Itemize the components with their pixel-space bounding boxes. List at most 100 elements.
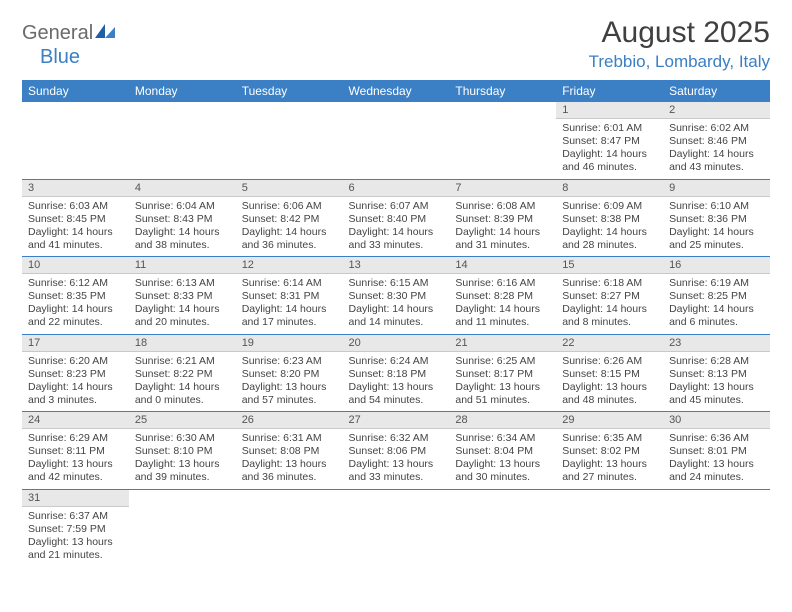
weekday-header: Monday xyxy=(129,80,236,102)
day-details: Sunrise: 6:02 AMSunset: 8:46 PMDaylight:… xyxy=(663,119,770,179)
sunrise-text: Sunrise: 6:08 AM xyxy=(455,200,550,213)
brand-logo: General xyxy=(22,22,117,45)
day-details: Sunrise: 6:01 AMSunset: 8:47 PMDaylight:… xyxy=(556,119,663,179)
day-number: 13 xyxy=(343,257,450,274)
calendar-day-cell: 23Sunrise: 6:28 AMSunset: 8:13 PMDayligh… xyxy=(663,334,770,412)
sunset-text: Sunset: 8:46 PM xyxy=(669,135,764,148)
day-number: 21 xyxy=(449,335,556,352)
sunrise-text: Sunrise: 6:14 AM xyxy=(242,277,337,290)
day-details: Sunrise: 6:34 AMSunset: 8:04 PMDaylight:… xyxy=(449,429,556,489)
sunrise-text: Sunrise: 6:16 AM xyxy=(455,277,550,290)
sunset-text: Sunset: 7:59 PM xyxy=(28,523,123,536)
calendar-empty-cell xyxy=(236,102,343,179)
sunrise-text: Sunrise: 6:34 AM xyxy=(455,432,550,445)
calendar-day-cell: 28Sunrise: 6:34 AMSunset: 8:04 PMDayligh… xyxy=(449,412,556,490)
calendar-day-cell: 6Sunrise: 6:07 AMSunset: 8:40 PMDaylight… xyxy=(343,179,450,257)
sunrise-text: Sunrise: 6:03 AM xyxy=(28,200,123,213)
location-subtitle: Trebbio, Lombardy, Italy xyxy=(589,52,770,72)
day-number: 15 xyxy=(556,257,663,274)
calendar-day-cell: 11Sunrise: 6:13 AMSunset: 8:33 PMDayligh… xyxy=(129,257,236,335)
sunrise-text: Sunrise: 6:12 AM xyxy=(28,277,123,290)
sunrise-text: Sunrise: 6:25 AM xyxy=(455,355,550,368)
sunset-text: Sunset: 8:25 PM xyxy=(669,290,764,303)
calendar-week-row: 1Sunrise: 6:01 AMSunset: 8:47 PMDaylight… xyxy=(22,102,770,179)
day-number: 26 xyxy=(236,412,343,429)
calendar-body: 1Sunrise: 6:01 AMSunset: 8:47 PMDaylight… xyxy=(22,102,770,566)
sunset-text: Sunset: 8:45 PM xyxy=(28,213,123,226)
sunrise-text: Sunrise: 6:13 AM xyxy=(135,277,230,290)
sunset-text: Sunset: 8:23 PM xyxy=(28,368,123,381)
sunrise-text: Sunrise: 6:10 AM xyxy=(669,200,764,213)
sunrise-text: Sunrise: 6:36 AM xyxy=(669,432,764,445)
sunset-text: Sunset: 8:08 PM xyxy=(242,445,337,458)
calendar-empty-cell xyxy=(449,102,556,179)
daylight-text: Daylight: 13 hours and 51 minutes. xyxy=(455,381,550,407)
sunset-text: Sunset: 8:20 PM xyxy=(242,368,337,381)
sunset-text: Sunset: 8:39 PM xyxy=(455,213,550,226)
calendar-day-cell: 8Sunrise: 6:09 AMSunset: 8:38 PMDaylight… xyxy=(556,179,663,257)
day-number: 24 xyxy=(22,412,129,429)
sunrise-text: Sunrise: 6:28 AM xyxy=(669,355,764,368)
daylight-text: Daylight: 14 hours and 25 minutes. xyxy=(669,226,764,252)
calendar-empty-cell xyxy=(129,102,236,179)
daylight-text: Daylight: 13 hours and 21 minutes. xyxy=(28,536,123,562)
day-number: 6 xyxy=(343,180,450,197)
sunset-text: Sunset: 8:31 PM xyxy=(242,290,337,303)
day-number: 2 xyxy=(663,102,770,119)
daylight-text: Daylight: 14 hours and 20 minutes. xyxy=(135,303,230,329)
calendar-day-cell: 17Sunrise: 6:20 AMSunset: 8:23 PMDayligh… xyxy=(22,334,129,412)
calendar-empty-cell xyxy=(663,489,770,566)
day-details: Sunrise: 6:29 AMSunset: 8:11 PMDaylight:… xyxy=(22,429,129,489)
sunset-text: Sunset: 8:28 PM xyxy=(455,290,550,303)
weekday-header: Thursday xyxy=(449,80,556,102)
calendar-day-cell: 2Sunrise: 6:02 AMSunset: 8:46 PMDaylight… xyxy=(663,102,770,179)
weekday-header: Friday xyxy=(556,80,663,102)
daylight-text: Daylight: 14 hours and 43 minutes. xyxy=(669,148,764,174)
daylight-text: Daylight: 14 hours and 36 minutes. xyxy=(242,226,337,252)
day-details: Sunrise: 6:32 AMSunset: 8:06 PMDaylight:… xyxy=(343,429,450,489)
day-number: 14 xyxy=(449,257,556,274)
calendar-day-cell: 18Sunrise: 6:21 AMSunset: 8:22 PMDayligh… xyxy=(129,334,236,412)
daylight-text: Daylight: 13 hours and 48 minutes. xyxy=(562,381,657,407)
day-details: Sunrise: 6:15 AMSunset: 8:30 PMDaylight:… xyxy=(343,274,450,334)
calendar-week-row: 24Sunrise: 6:29 AMSunset: 8:11 PMDayligh… xyxy=(22,412,770,490)
sunset-text: Sunset: 8:40 PM xyxy=(349,213,444,226)
daylight-text: Daylight: 14 hours and 17 minutes. xyxy=(242,303,337,329)
day-number: 1 xyxy=(556,102,663,119)
daylight-text: Daylight: 14 hours and 6 minutes. xyxy=(669,303,764,329)
calendar-week-row: 31Sunrise: 6:37 AMSunset: 7:59 PMDayligh… xyxy=(22,489,770,566)
calendar-day-cell: 29Sunrise: 6:35 AMSunset: 8:02 PMDayligh… xyxy=(556,412,663,490)
calendar-day-cell: 12Sunrise: 6:14 AMSunset: 8:31 PMDayligh… xyxy=(236,257,343,335)
daylight-text: Daylight: 13 hours and 30 minutes. xyxy=(455,458,550,484)
weekday-header: Sunday xyxy=(22,80,129,102)
day-details: Sunrise: 6:31 AMSunset: 8:08 PMDaylight:… xyxy=(236,429,343,489)
calendar-day-cell: 30Sunrise: 6:36 AMSunset: 8:01 PMDayligh… xyxy=(663,412,770,490)
daylight-text: Daylight: 13 hours and 24 minutes. xyxy=(669,458,764,484)
day-details: Sunrise: 6:36 AMSunset: 8:01 PMDaylight:… xyxy=(663,429,770,489)
calendar-day-cell: 22Sunrise: 6:26 AMSunset: 8:15 PMDayligh… xyxy=(556,334,663,412)
day-details: Sunrise: 6:04 AMSunset: 8:43 PMDaylight:… xyxy=(129,197,236,257)
day-number: 30 xyxy=(663,412,770,429)
day-number: 5 xyxy=(236,180,343,197)
calendar-day-cell: 31Sunrise: 6:37 AMSunset: 7:59 PMDayligh… xyxy=(22,489,129,566)
daylight-text: Daylight: 13 hours and 42 minutes. xyxy=(28,458,123,484)
sunset-text: Sunset: 8:18 PM xyxy=(349,368,444,381)
calendar-day-cell: 26Sunrise: 6:31 AMSunset: 8:08 PMDayligh… xyxy=(236,412,343,490)
sunrise-text: Sunrise: 6:29 AM xyxy=(28,432,123,445)
day-details: Sunrise: 6:28 AMSunset: 8:13 PMDaylight:… xyxy=(663,352,770,412)
page-header: General August 2025 Trebbio, Lombardy, I… xyxy=(22,16,770,72)
day-details: Sunrise: 6:13 AMSunset: 8:33 PMDaylight:… xyxy=(129,274,236,334)
calendar-week-row: 10Sunrise: 6:12 AMSunset: 8:35 PMDayligh… xyxy=(22,257,770,335)
day-details: Sunrise: 6:25 AMSunset: 8:17 PMDaylight:… xyxy=(449,352,556,412)
daylight-text: Daylight: 14 hours and 0 minutes. xyxy=(135,381,230,407)
calendar-day-cell: 3Sunrise: 6:03 AMSunset: 8:45 PMDaylight… xyxy=(22,179,129,257)
day-details: Sunrise: 6:37 AMSunset: 7:59 PMDaylight:… xyxy=(22,507,129,567)
calendar-day-cell: 25Sunrise: 6:30 AMSunset: 8:10 PMDayligh… xyxy=(129,412,236,490)
day-details: Sunrise: 6:06 AMSunset: 8:42 PMDaylight:… xyxy=(236,197,343,257)
sunset-text: Sunset: 8:35 PM xyxy=(28,290,123,303)
daylight-text: Daylight: 14 hours and 41 minutes. xyxy=(28,226,123,252)
day-number: 23 xyxy=(663,335,770,352)
sunset-text: Sunset: 8:01 PM xyxy=(669,445,764,458)
sunrise-text: Sunrise: 6:04 AM xyxy=(135,200,230,213)
daylight-text: Daylight: 14 hours and 14 minutes. xyxy=(349,303,444,329)
